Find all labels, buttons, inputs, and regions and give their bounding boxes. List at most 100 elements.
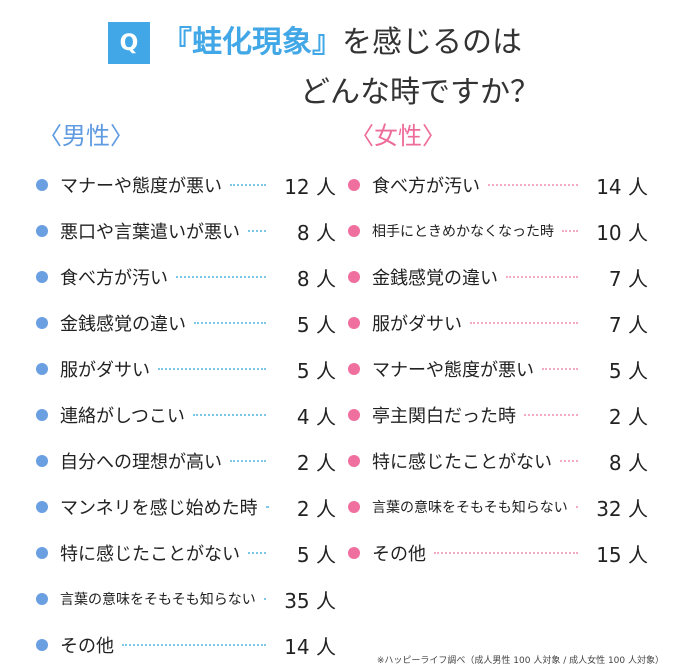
item-label: マンネリを感じ始めた時	[60, 498, 258, 519]
dotted-leader	[158, 368, 266, 370]
male-list-item: 連絡がしつこい 4 人	[36, 392, 336, 438]
female-list-item: 相手にときめかなくなった時 10 人	[348, 208, 648, 254]
source-footnote: ※ハッピーライフ調べ（成人男性 100 人対象 / 成人女性 100 人対象）	[376, 656, 664, 666]
item-label: 食べ方が汚い	[60, 268, 168, 289]
bullet-dot	[36, 179, 48, 191]
female-list-item: 特に感じたことがない 8 人	[348, 438, 648, 484]
bullet-dot	[348, 501, 360, 513]
bullet-dot	[36, 409, 48, 421]
dotted-leader	[560, 460, 578, 462]
item-count: 8 人	[296, 266, 336, 291]
dotted-leader	[194, 322, 266, 324]
item-count: 35 人	[284, 588, 336, 613]
dotted-leader	[248, 552, 266, 554]
item-label: 食べ方が汚い	[372, 176, 480, 197]
item-count: 2 人	[296, 450, 336, 475]
item-count: 32 人	[596, 496, 648, 521]
item-label: その他	[372, 544, 426, 565]
bullet-dot	[36, 317, 48, 329]
female-list: 食べ方が汚い 14 人 相手にときめかなくなった時 10 人 金銭感覚の違い 7 人 …	[348, 162, 648, 576]
female-column: 〈女性〉 食べ方が汚い 14 人 相手にときめかなくなった時 10 人 金銭感覚の違…	[348, 118, 648, 567]
item-label: 服がダサい	[60, 360, 150, 381]
female-list-item: 言葉の意味をそもそも知らない 32 人	[348, 484, 648, 530]
bullet-dot	[36, 271, 48, 283]
dotted-leader	[506, 276, 578, 278]
male-list-item: 服がダサい 5 人	[36, 346, 336, 392]
item-count: 4 人	[296, 404, 336, 429]
item-label: 亭主関白だった時	[372, 406, 516, 427]
dotted-leader	[470, 322, 578, 324]
bullet-dot	[348, 547, 360, 559]
female-heading: 〈女性〉	[350, 122, 446, 150]
dotted-leader	[230, 184, 266, 186]
male-list-item: 言葉の意味をそもそも知らない 35 人	[36, 576, 336, 622]
item-label: 金銭感覚の違い	[372, 268, 498, 289]
survey-header: Q 『蛙化現象』を感じるのは どんな時ですか？	[0, 0, 678, 120]
item-count: 7 人	[608, 312, 648, 337]
item-count: 5 人	[296, 542, 336, 567]
item-label: 連絡がしつこい	[60, 406, 185, 427]
item-count: 5 人	[296, 358, 336, 383]
item-count: 5 人	[608, 358, 648, 383]
male-heading: 〈男性〉	[38, 122, 134, 150]
item-label: 特に感じたことがない	[372, 452, 552, 473]
item-count: 5 人	[296, 312, 336, 337]
item-count: 12 人	[284, 174, 336, 199]
title-highlight: 『蛙化現象』	[162, 25, 342, 60]
item-label: 言葉の意味をそもそも知らない	[372, 500, 568, 516]
item-label: 悪口や言葉遣いが悪い	[60, 222, 240, 243]
bullet-dot	[36, 639, 48, 651]
dotted-leader	[562, 230, 578, 232]
dotted-leader	[192, 414, 266, 416]
bullet-dot	[348, 363, 360, 375]
bullet-dot	[348, 225, 360, 237]
dotted-leader	[248, 230, 266, 232]
item-label: 金銭感覚の違い	[60, 314, 186, 335]
female-list-item: その他 15 人	[348, 530, 648, 576]
female-list-item: 亭主関白だった時 2 人	[348, 392, 648, 438]
item-count: 2 人	[296, 496, 336, 521]
male-list: マナーや態度が悪い 12 人 悪口や言葉遣いが悪い 8 人 食べ方が汚い 8 人 金銭…	[36, 162, 336, 668]
male-list-item: マンネリを感じ始めた時 2 人	[36, 484, 336, 530]
bullet-dot	[36, 363, 48, 375]
dotted-leader	[230, 460, 266, 462]
bullet-dot	[348, 409, 360, 421]
item-label: 相手にときめかなくなった時	[372, 224, 554, 240]
item-count: 8 人	[296, 220, 336, 245]
item-count: 8 人	[608, 450, 648, 475]
question-badge: Q	[108, 22, 150, 64]
item-count: 14 人	[596, 174, 648, 199]
dotted-leader	[434, 552, 578, 554]
male-list-item: 特に感じたことがない 5 人	[36, 530, 336, 576]
item-label: その他	[60, 636, 114, 657]
bullet-dot	[348, 317, 360, 329]
male-list-item: マナーや態度が悪い 12 人	[36, 162, 336, 208]
dotted-leader	[524, 414, 578, 416]
female-list-item: 食べ方が汚い 14 人	[348, 162, 648, 208]
item-count: 15 人	[596, 542, 648, 567]
item-count: 10 人	[596, 220, 648, 245]
bullet-dot	[36, 547, 48, 559]
dotted-leader	[542, 368, 578, 370]
bullet-dot	[36, 501, 48, 513]
survey-question-line1: 『蛙化現象』を感じるのは	[162, 22, 522, 64]
male-column: 〈男性〉 マナーや態度が悪い 12 人 悪口や言葉遣いが悪い 8 人 食べ方が汚い 8…	[36, 118, 336, 659]
dotted-leader	[488, 184, 578, 186]
female-list-item: 服がダサい 7 人	[348, 300, 648, 346]
survey-question-line2: どんな時ですか？	[300, 75, 540, 110]
male-list-item: 自分への理想が高い 2 人	[36, 438, 336, 484]
male-list-item: その他 14 人	[36, 622, 336, 668]
item-count: 14 人	[284, 634, 336, 659]
male-list-item: 金銭感覚の違い 5 人	[36, 300, 336, 346]
bullet-dot	[36, 593, 48, 605]
item-label: 服がダサい	[372, 314, 462, 335]
male-list-item: 悪口や言葉遣いが悪い 8 人	[36, 208, 336, 254]
item-label: 自分への理想が高い	[60, 452, 222, 473]
item-label: マナーや態度が悪い	[60, 176, 222, 197]
female-list-item: マナーや態度が悪い 5 人	[348, 346, 648, 392]
bullet-dot	[36, 225, 48, 237]
title-rest: を感じるのは	[342, 25, 522, 60]
dotted-leader	[575, 506, 578, 508]
bullet-dot	[348, 271, 360, 283]
dotted-leader	[176, 276, 266, 278]
